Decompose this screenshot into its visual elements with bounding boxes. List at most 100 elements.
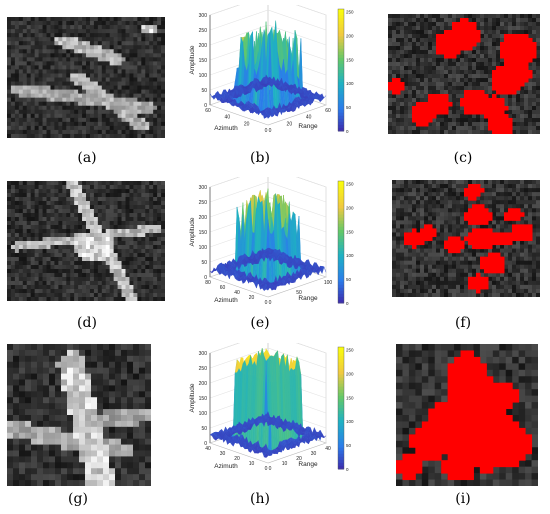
amplitude-surface [209, 348, 327, 458]
caption-i: (i) [455, 491, 471, 507]
mask-image-c [388, 14, 540, 134]
caption-h: (h) [250, 491, 270, 507]
colorbar-tick-label: 250 [346, 347, 354, 352]
colorbar-tick-label: 100 [346, 81, 354, 86]
colorbar: 250 200 150 100 50 0 [337, 346, 354, 472]
amplitude-tick-label: 200 [199, 381, 208, 387]
amplitude-surface [209, 188, 327, 292]
amplitude-tick-label: 300 [199, 13, 208, 19]
range-tick-label: 60 [325, 108, 331, 114]
amplitude-tick-label: 250 [199, 28, 208, 34]
amplitude-plot-b: 0 50 100 150 200 250 300 60 40 20 0 0 20 40 60 Amplitud… [173, 5, 363, 145]
target-mask [388, 18, 537, 134]
azimuth-tick-label: 40 [225, 115, 231, 121]
amplitude-tick-label: 100 [199, 411, 208, 417]
amplitude-tick-label: 0 [204, 103, 207, 109]
colorbar: 250 200 150 100 50 0 [337, 180, 354, 306]
azimuth-tick-label: 30 [220, 451, 226, 457]
colorbar-tick-label: 50 [346, 443, 352, 448]
sar-image-a [7, 17, 165, 138]
range-tick-label: 30 [311, 451, 317, 457]
speckle-cells [7, 181, 165, 301]
range-tick-label: 50 [296, 290, 302, 296]
amplitude-tick-label: 250 [199, 366, 208, 372]
azimuth-tick-label: 0 [265, 300, 268, 306]
amplitude-surface [209, 20, 327, 119]
range-tick-label: 100 [324, 280, 333, 286]
range-tick-label: 20 [296, 456, 302, 462]
colorbar-tick-label: 150 [346, 395, 354, 400]
azimuth-tick-label: 20 [244, 121, 250, 127]
range-tick-label: 20 [287, 121, 293, 127]
colorbar-tick-label: 250 [346, 9, 354, 14]
amplitude-axis-label: Amplitude [189, 383, 196, 412]
colorbar-tick-label: 150 [346, 57, 354, 62]
target-mask [404, 184, 533, 294]
range-axis-label: Range [298, 461, 318, 468]
colorbar-tick-label: 250 [346, 181, 354, 186]
amplitude-tick-label: 50 [201, 88, 207, 94]
range-tick-label: 0 [269, 300, 272, 306]
azimuth-axis-label: Azimuth [214, 125, 238, 132]
amplitude-tick-label: 50 [201, 426, 207, 432]
colorbar-tick-label: 100 [346, 419, 354, 424]
amplitude-tick-label: 200 [199, 215, 208, 221]
caption-g: (g) [68, 491, 88, 507]
sar-image-g [7, 344, 151, 486]
range-tick-label: 0 [269, 128, 272, 134]
range-axis-label: Range [298, 295, 318, 302]
caption-d: (d) [77, 315, 97, 331]
azimuth-tick-label: 40 [234, 290, 240, 296]
azimuth-axis-label: Azimuth [214, 463, 238, 470]
colorbar-tick-label: 200 [346, 371, 354, 376]
azimuth-tick-label: 0 [265, 466, 268, 472]
amplitude-tick-label: 100 [199, 245, 208, 251]
azimuth-tick-label: 60 [220, 285, 226, 291]
caption-a: (a) [77, 150, 97, 166]
azimuth-tick-label: 0 [265, 128, 268, 134]
amplitude-tick-label: 150 [199, 396, 208, 402]
caption-c: (c) [453, 150, 473, 166]
range-tick-label: 40 [306, 115, 312, 121]
range-axis-label: Range [298, 123, 318, 130]
range-tick-label: 40 [325, 446, 331, 452]
amplitude-tick-label: 50 [201, 260, 207, 266]
range-tick-label: 0 [269, 466, 272, 472]
speckle-cells [7, 17, 165, 138]
caption-b: (b) [250, 150, 270, 166]
target-mask [396, 350, 533, 481]
colorbar-tick-label: 100 [346, 253, 354, 258]
range-tick-label: 10 [282, 461, 288, 467]
amplitude-tick-label: 250 [199, 200, 208, 206]
amplitude-tick-label: 100 [199, 73, 208, 79]
amplitude-tick-label: 200 [199, 43, 208, 49]
colorbar-tick-label: 50 [346, 105, 352, 110]
amplitude-plot-h: 0 50 100 150 200 250 300 40 30 20 10 0 0 10 20 30 40 Ampl… [173, 343, 363, 483]
caption-f: (f) [454, 315, 472, 331]
mask-image-f [392, 180, 540, 297]
azimuth-tick-label: 40 [205, 446, 211, 452]
colorbar-tick-label: 0 [346, 129, 349, 134]
amplitude-tick-label: 300 [199, 351, 208, 357]
colorbar-tick-label: 0 [346, 467, 349, 472]
colorbar: 250 200 150 100 50 0 [337, 8, 354, 134]
colorbar-tick-label: 50 [346, 277, 352, 282]
amplitude-tick-label: 300 [199, 185, 208, 191]
amplitude-tick-label: 150 [199, 58, 208, 64]
amplitude-tick-label: 150 [199, 230, 208, 236]
azimuth-tick-label: 20 [249, 295, 255, 301]
azimuth-tick-label: 80 [205, 280, 211, 286]
mask-image-i [396, 344, 538, 486]
azimuth-axis-label: Azimuth [214, 297, 238, 304]
colorbar-tick-label: 0 [346, 301, 349, 306]
amplitude-tick-label: 0 [204, 275, 207, 281]
azimuth-tick-label: 20 [234, 456, 240, 462]
amplitude-plot-e: 0 50 100 150 200 250 300 80 60 40 20 0 0 50 100 Amplitu… [173, 177, 363, 317]
amplitude-axis-label: Amplitude [189, 217, 196, 246]
speckle-cells [7, 344, 151, 486]
colorbar-tick-label: 150 [346, 229, 354, 234]
azimuth-tick-label: 10 [249, 461, 255, 467]
